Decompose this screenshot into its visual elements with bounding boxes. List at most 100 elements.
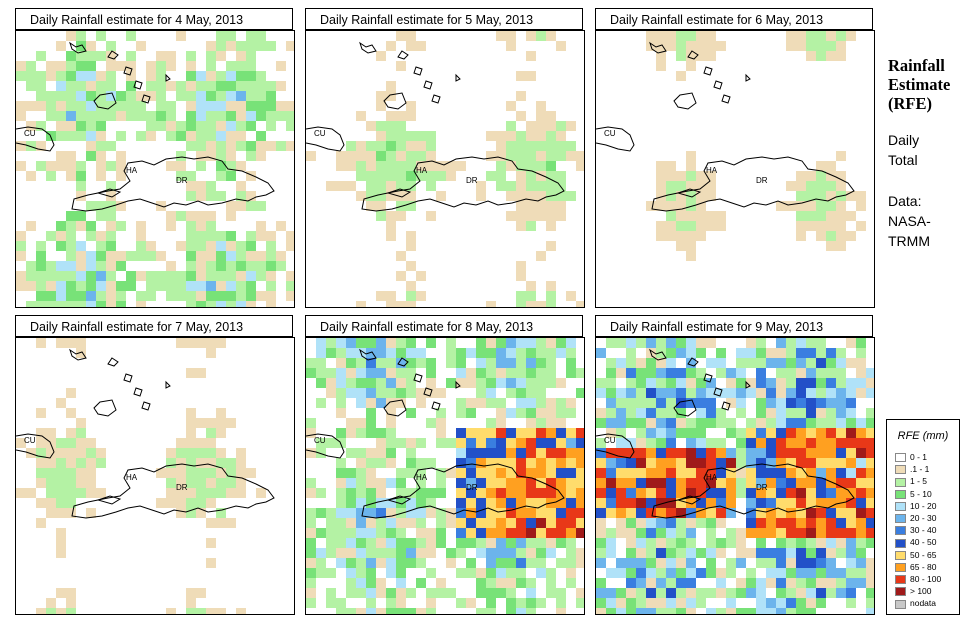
rain-cell bbox=[796, 438, 806, 448]
rain-cell bbox=[686, 438, 696, 448]
rain-cell bbox=[176, 478, 186, 488]
rain-cell bbox=[726, 508, 736, 518]
rain-cell bbox=[386, 291, 396, 301]
rain-cell bbox=[846, 518, 856, 528]
rain-cell bbox=[836, 458, 846, 468]
rain-cell bbox=[576, 428, 584, 438]
rain-cell bbox=[536, 201, 546, 211]
rain-cell bbox=[336, 488, 346, 498]
rain-cell bbox=[386, 358, 396, 368]
rain-cell bbox=[376, 438, 386, 448]
rain-cell bbox=[86, 91, 96, 101]
rain-cell bbox=[716, 408, 726, 418]
rain-cell bbox=[206, 81, 216, 91]
rain-cell bbox=[616, 338, 626, 348]
rain-cell bbox=[186, 101, 196, 111]
rain-cell bbox=[566, 338, 576, 348]
rain-cell bbox=[56, 468, 66, 478]
rain-cell bbox=[216, 151, 226, 161]
rain-cell bbox=[306, 598, 316, 608]
rain-cell bbox=[656, 478, 666, 488]
rain-cell bbox=[566, 358, 576, 368]
rain-cell bbox=[546, 408, 556, 418]
rain-cell bbox=[616, 398, 626, 408]
rain-cell bbox=[666, 508, 676, 518]
rain-cell bbox=[626, 488, 636, 498]
rain-cell bbox=[606, 588, 616, 598]
rain-cell bbox=[336, 528, 346, 538]
rain-cell bbox=[496, 438, 506, 448]
panel-title: Daily Rainfall estimate for 5 May, 2013 bbox=[305, 8, 583, 30]
rain-cell bbox=[826, 171, 836, 181]
rain-cell bbox=[526, 588, 536, 598]
bahamas-coastline bbox=[123, 66, 133, 76]
cuba-label: CU bbox=[604, 436, 616, 445]
rain-cell bbox=[546, 131, 556, 141]
rain-cell bbox=[636, 598, 646, 608]
rain-cell bbox=[666, 31, 676, 41]
rain-cell bbox=[806, 31, 816, 41]
rain-cell bbox=[96, 121, 106, 131]
rain-cell bbox=[306, 478, 316, 488]
rain-cell bbox=[766, 398, 776, 408]
rain-cell bbox=[196, 368, 206, 378]
rain-cell bbox=[356, 508, 366, 518]
rain-cell bbox=[716, 538, 726, 548]
rain-cell bbox=[786, 458, 796, 468]
rain-cell bbox=[196, 151, 206, 161]
rain-cell bbox=[546, 488, 556, 498]
rain-cell bbox=[76, 281, 86, 291]
rain-cell bbox=[76, 31, 86, 41]
rain-cell bbox=[416, 171, 426, 181]
rain-cell bbox=[776, 558, 786, 568]
rain-cell bbox=[526, 398, 536, 408]
rain-cell bbox=[526, 171, 536, 181]
rain-cell bbox=[666, 378, 676, 388]
rain-cell bbox=[416, 291, 426, 301]
rain-cell bbox=[496, 161, 506, 171]
rain-cell bbox=[736, 528, 746, 538]
rain-cell bbox=[656, 348, 666, 358]
rain-cell bbox=[126, 61, 136, 71]
rain-cell bbox=[656, 518, 666, 528]
rain-cell bbox=[536, 181, 546, 191]
rain-cell bbox=[696, 498, 706, 508]
rain-cell bbox=[526, 211, 536, 221]
rain-cell bbox=[406, 338, 416, 348]
rain-cell bbox=[556, 191, 566, 201]
rain-cell bbox=[786, 181, 796, 191]
rain-cell bbox=[696, 468, 706, 478]
rainfall-map: CU HA DR bbox=[595, 337, 875, 615]
rain-cell bbox=[376, 291, 386, 301]
rain-cell bbox=[546, 111, 556, 121]
rain-cell bbox=[236, 458, 246, 468]
rain-cell bbox=[686, 241, 696, 251]
rain-cell bbox=[836, 518, 846, 528]
rain-cell bbox=[76, 171, 86, 181]
rain-cell bbox=[226, 151, 236, 161]
rain-cell bbox=[796, 201, 806, 211]
rain-cell bbox=[466, 368, 476, 378]
rain-cell bbox=[186, 251, 196, 261]
rain-cell bbox=[206, 518, 216, 528]
rain-cell bbox=[266, 41, 276, 51]
rain-cell bbox=[36, 478, 46, 488]
rain-cell bbox=[176, 121, 186, 131]
rain-cell bbox=[406, 378, 416, 388]
rain-cell bbox=[536, 468, 546, 478]
panel-title: Daily Rainfall estimate for 6 May, 2013 bbox=[595, 8, 873, 30]
rain-cell bbox=[266, 241, 276, 251]
rain-cell bbox=[706, 51, 716, 61]
rain-cell bbox=[186, 408, 196, 418]
rain-cell bbox=[366, 408, 376, 418]
rain-cell bbox=[626, 528, 636, 538]
rain-cell bbox=[326, 528, 336, 538]
rain-cell bbox=[406, 508, 416, 518]
rain-cell bbox=[706, 388, 716, 398]
rain-cell bbox=[96, 131, 106, 141]
rain-cell bbox=[66, 51, 76, 61]
rain-cell bbox=[26, 221, 36, 231]
rain-cell bbox=[396, 378, 406, 388]
rain-cell bbox=[56, 61, 66, 71]
rain-cell bbox=[796, 231, 806, 241]
